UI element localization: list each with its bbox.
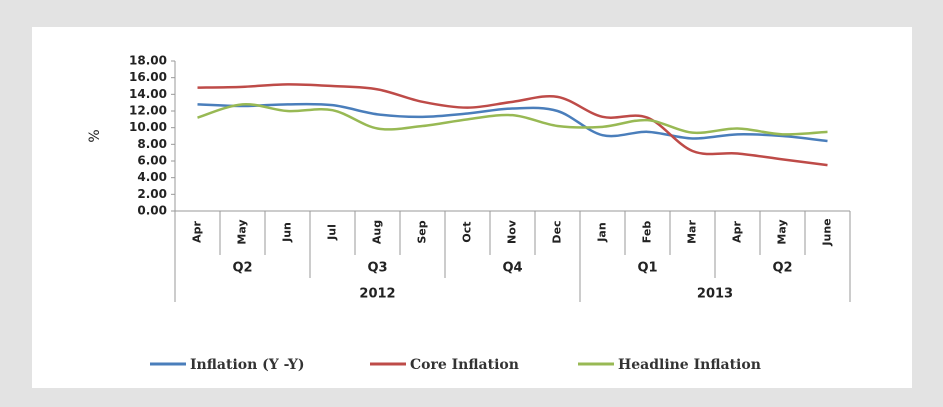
series-line bbox=[197, 103, 828, 136]
x-tick-label: Apr bbox=[191, 221, 204, 243]
x-tick-label: Jul bbox=[326, 224, 339, 241]
x-tick-label: Jan bbox=[596, 222, 609, 242]
quarter-label: Q3 bbox=[367, 261, 387, 276]
y-axis-label: % bbox=[87, 129, 103, 142]
x-tick-label: Mar bbox=[686, 220, 699, 244]
y-tick-label: 2.00 bbox=[137, 187, 167, 201]
y-tick-label: 0.00 bbox=[137, 204, 167, 218]
quarter-label: Q1 bbox=[637, 261, 657, 276]
quarter-label: Q2 bbox=[232, 261, 252, 276]
year-label: 2012 bbox=[359, 287, 395, 302]
x-tick-label: Nov bbox=[506, 219, 519, 244]
x-tick-label: May bbox=[776, 219, 789, 244]
x-tick-label: June bbox=[821, 218, 834, 246]
series-line bbox=[197, 83, 828, 167]
quarter-label: Q2 bbox=[772, 261, 792, 276]
x-tick-label: Dec bbox=[551, 220, 564, 243]
y-tick-label: 4.00 bbox=[137, 170, 167, 184]
y-tick-label: 18.00 bbox=[129, 54, 167, 68]
y-tick-label: 6.00 bbox=[137, 154, 167, 168]
x-tick-label: Oct bbox=[461, 221, 474, 242]
x-tick-label: May bbox=[236, 219, 249, 244]
y-tick-label: 16.00 bbox=[129, 70, 167, 84]
y-tick-label: 10.00 bbox=[129, 120, 167, 134]
legend-label: Headline Inflation bbox=[618, 357, 761, 373]
legend-label: Core Inflation bbox=[410, 357, 519, 373]
chart-panel bbox=[32, 27, 912, 388]
x-tick-label: Aug bbox=[371, 220, 384, 244]
year-label: 2013 bbox=[697, 287, 733, 302]
y-tick-label: 14.00 bbox=[129, 87, 167, 101]
x-tick-label: Apr bbox=[731, 221, 744, 243]
quarter-label: Q4 bbox=[502, 261, 522, 276]
y-tick-label: 8.00 bbox=[137, 137, 167, 151]
legend-label: Inflation (Y -Y) bbox=[190, 357, 305, 373]
x-tick-label: Sep bbox=[416, 220, 429, 243]
y-tick-label: 12.00 bbox=[129, 104, 167, 118]
x-tick-label: Jun bbox=[281, 222, 294, 243]
series-line bbox=[197, 102, 828, 143]
x-tick-label: Feb bbox=[641, 221, 654, 244]
